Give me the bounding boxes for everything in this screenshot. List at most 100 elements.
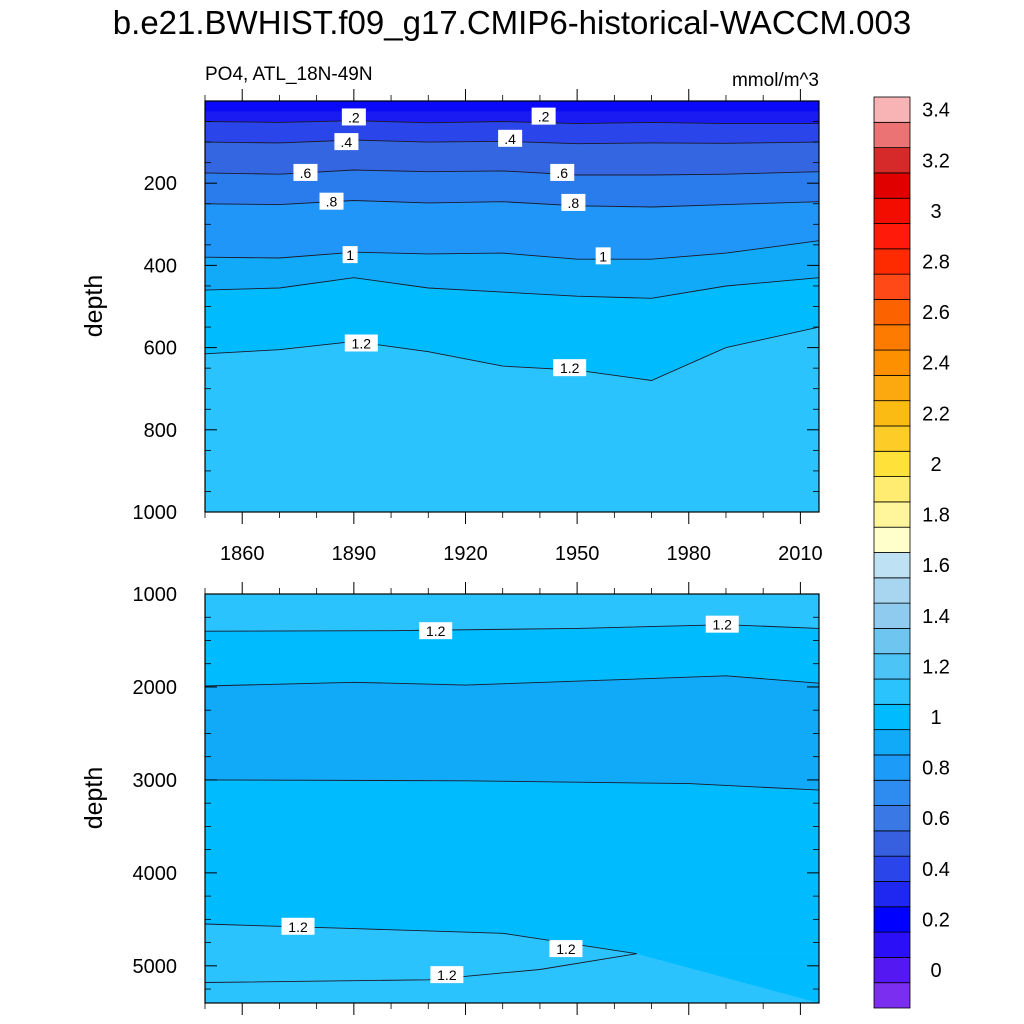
band-bottom-right	[636, 953, 819, 1003]
lower-contour-label-3: 1.2	[549, 940, 583, 958]
colorbar-swatch-17	[873, 552, 911, 579]
colorbar-swatch-18	[873, 526, 911, 553]
upper-contour-line-4	[205, 240, 819, 260]
colorbar-label-4: 0.8	[922, 758, 950, 780]
colorbar-label-6: 1.2	[922, 656, 950, 678]
lower-ylabel: depth	[80, 767, 108, 830]
upper-contour-label-3: .4	[498, 129, 523, 147]
colorbar-label-17: 3.4	[922, 100, 950, 122]
lower-contour-line-4	[205, 953, 637, 983]
svg-text:.8: .8	[326, 194, 338, 210]
colorbar-swatch-12	[873, 678, 911, 705]
lower-contour-line-2	[205, 779, 819, 791]
colorbar-swatch-19	[873, 501, 911, 528]
colorbar-swatch-7	[873, 805, 911, 832]
colorbar-label-8: 1.6	[922, 555, 950, 577]
upper-ylabel: depth	[80, 275, 108, 338]
lower-ytick-label-1: 2000	[133, 677, 178, 699]
lower-contour-label-0: 1.2	[419, 622, 453, 640]
svg-text:1.2: 1.2	[426, 623, 446, 639]
colorbar-label-16: 3.2	[922, 150, 950, 172]
svg-text:1: 1	[599, 248, 607, 264]
svg-text:.2: .2	[538, 109, 550, 125]
colorbar-swatch-35	[873, 96, 911, 123]
colorbar-swatch-23	[873, 400, 911, 427]
colorbar-label-2: 0.4	[922, 859, 950, 881]
colorbar-swatch-28	[873, 273, 911, 300]
upper-contour-line-5	[205, 277, 819, 299]
upper-xtick-label-4: 1980	[667, 543, 712, 565]
svg-text:.8: .8	[568, 195, 580, 211]
upper-ytick-label-0: 200	[144, 173, 177, 195]
colorbar-swatch-26	[873, 324, 911, 351]
upper-xtick-label-3: 1950	[555, 543, 600, 565]
svg-text:1.2: 1.2	[713, 617, 733, 633]
colorbar-swatch-22	[873, 425, 911, 452]
svg-text:.4: .4	[341, 134, 353, 150]
upper-contour-label-10: 1.2	[344, 334, 378, 352]
svg-text:1.2: 1.2	[288, 919, 308, 935]
lower-ytick-label-0: 1000	[133, 584, 178, 606]
colorbar-label-1: 0.2	[922, 909, 950, 931]
band-above-1-2	[205, 594, 819, 632]
band-mid-depth	[205, 675, 819, 791]
colorbar-swatch-6	[873, 830, 911, 857]
svg-text:1.2: 1.2	[560, 360, 580, 376]
colorbar-label-7: 1.4	[922, 606, 950, 628]
lower-contour-label-1: 1.2	[705, 615, 739, 633]
colorbar-label-9: 1.8	[922, 505, 950, 527]
colorbar-swatch-5	[873, 855, 911, 882]
colorbar-swatch-13	[873, 653, 911, 680]
upper-xtick-label-1: 1890	[332, 543, 377, 565]
colorbar: 0 0.2 0.4 0.6 0.8 1 1.2 1.4 1.6 1.8 2 2.2 2.4 2.6 2.8 3…	[873, 96, 950, 1009]
svg-text:.2: .2	[348, 109, 360, 125]
colorbar-label-12: 2.4	[922, 353, 950, 375]
colorbar-swatch-25	[873, 349, 911, 376]
colorbar-swatch-24	[873, 374, 911, 402]
svg-text:1.2: 1.2	[352, 335, 372, 351]
upper-xtick-label-5: 2010	[778, 543, 823, 565]
upper-contour-label-6: .8	[319, 192, 344, 210]
colorbar-swatch-3	[873, 906, 911, 933]
upper-ytick-label-4: 1000	[133, 502, 178, 524]
lower-contour-line-0	[205, 624, 819, 632]
colorbar-label-0: 0	[930, 960, 941, 982]
upper-contour-label-0: .2	[341, 108, 366, 126]
colorbar-swatch-32	[873, 172, 911, 199]
svg-text:1: 1	[346, 247, 354, 263]
lower-contour-label-2: 1.2	[281, 917, 315, 935]
main-title: b.e21.BWHIST.f09_g17.CMIP6-historical-WA…	[112, 4, 912, 41]
subtitle-left: PO4, ATL_18N-49N	[205, 64, 373, 85]
colorbar-swatch-27	[873, 299, 911, 326]
lower-ytick-label-2: 3000	[133, 770, 178, 792]
upper-contour-line-0	[205, 120, 819, 125]
colorbar-swatch-34	[873, 121, 911, 149]
colorbar-swatch-1	[873, 956, 911, 984]
svg-text:.6: .6	[556, 165, 568, 181]
colorbar-swatch-8	[873, 779, 911, 806]
lower-contour-line-1	[205, 675, 819, 687]
upper-contour-label-2: .4	[334, 133, 359, 151]
colorbar-swatch-20	[873, 476, 911, 503]
colorbar-label-5: 1	[930, 707, 941, 729]
subtitle-right: mmol/m^3	[732, 70, 819, 91]
colorbar-swatch-9	[873, 754, 911, 781]
colorbar-swatch-4	[873, 881, 911, 908]
band-bottom-left	[205, 953, 637, 1003]
upper-contour-label-11: 1.2	[553, 359, 587, 377]
svg-text:.6: .6	[300, 165, 312, 181]
colorbar-label-15: 3	[930, 201, 941, 223]
lower-plot-frame	[204, 593, 820, 1004]
colorbar-swatch-16	[873, 577, 911, 604]
colorbar-label-13: 2.6	[922, 302, 950, 324]
svg-text:1.2: 1.2	[437, 967, 457, 983]
colorbar-label-14: 2.8	[922, 252, 950, 274]
upper-ytick-label-3: 800	[144, 420, 177, 442]
colorbar-swatch-11	[873, 703, 911, 731]
svg-text:1.2: 1.2	[556, 941, 576, 957]
colorbar-swatch-33	[873, 147, 911, 174]
colorbar-swatch-31	[873, 197, 911, 224]
colorbar-swatch-29	[873, 248, 911, 275]
upper-contour-label-5: .6	[550, 163, 575, 181]
